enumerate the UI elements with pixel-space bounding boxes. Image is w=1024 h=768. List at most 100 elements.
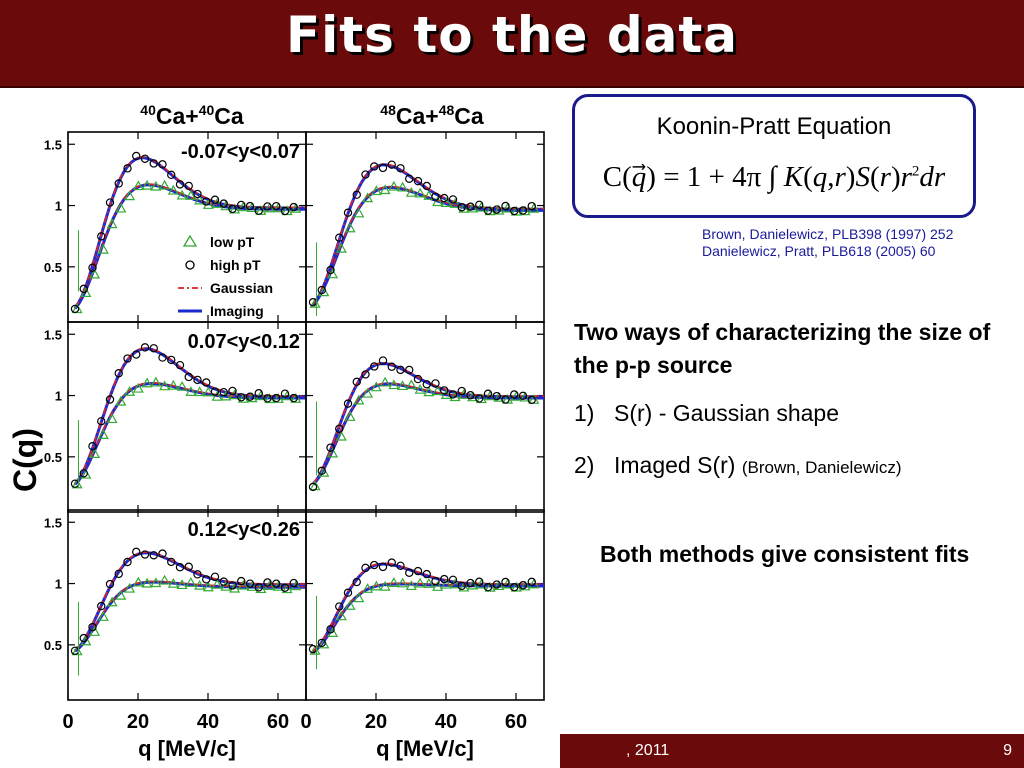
low-pt-point <box>237 392 249 403</box>
high-pt-point <box>448 195 458 204</box>
high-pt-point <box>140 550 150 559</box>
imaging-fit-curve <box>74 580 306 653</box>
high-pt-point <box>184 181 193 191</box>
legend: low pT high pT Gaussian Imaging <box>178 234 273 319</box>
legend-label: Gaussian <box>210 280 273 296</box>
low-pt-point <box>423 578 435 588</box>
high-pt-point <box>518 391 528 401</box>
low-pt-point <box>150 577 162 588</box>
low-pt-point <box>115 589 127 600</box>
low-pt-point <box>264 393 276 404</box>
low-pt-point <box>318 286 330 297</box>
conclusion-text: Both methods give consistent fits <box>600 541 970 567</box>
low-pt-point <box>290 202 302 213</box>
methods-heading: Two ways of characterizing the size of t… <box>574 319 991 378</box>
low-pt-point <box>344 411 356 421</box>
low-pt-point <box>440 197 452 207</box>
high-pt-point <box>370 362 379 371</box>
low-pt-point <box>528 202 540 213</box>
panel-frame <box>305 131 545 323</box>
panel-frame <box>305 321 545 513</box>
high-pt-point <box>254 583 263 592</box>
low-pt-point <box>185 577 197 587</box>
low-pt-point <box>71 478 83 489</box>
low-pt-point <box>255 390 267 401</box>
low-pt-point <box>246 392 258 403</box>
high-pt-point <box>175 360 185 370</box>
gaussian-fit-curve <box>74 580 306 652</box>
gaussian-fit-curve <box>312 163 544 305</box>
high-pt-point <box>193 189 202 199</box>
high-pt-point <box>352 377 361 387</box>
high-pt-point <box>387 558 396 567</box>
low-pt-point <box>255 583 267 594</box>
low-pt-point <box>519 391 531 402</box>
high-pt-point <box>343 208 353 217</box>
high-pt-point <box>405 568 414 577</box>
legend-label: low pT <box>210 234 255 250</box>
high-pt-point <box>263 578 272 587</box>
high-pt-point <box>263 202 272 211</box>
high-pt-point <box>280 206 290 216</box>
high-pt-point <box>475 200 484 209</box>
high-pt-point <box>210 195 220 204</box>
low-pt-point <box>80 468 92 479</box>
high-pt-point <box>245 201 255 211</box>
x-tick-label: 40 <box>197 711 219 733</box>
high-pt-point <box>202 197 211 206</box>
low-pt-point <box>432 581 444 591</box>
gaussian-fit-curve <box>74 347 306 484</box>
y-tick-label: 0.5 <box>44 638 62 653</box>
high-pt-point <box>422 569 431 579</box>
legend-label: Imaging <box>210 303 264 319</box>
high-pt-point <box>317 466 326 476</box>
gaussian-fit-curve <box>74 551 306 651</box>
high-pt-point <box>527 201 536 211</box>
high-pt-point <box>123 557 132 567</box>
chart-panel <box>305 509 545 701</box>
high-pt-point <box>289 578 298 588</box>
high-pt-point <box>132 350 141 359</box>
low-pt-point <box>220 580 232 591</box>
low-pt-point <box>502 578 514 589</box>
low-pt-point <box>272 580 284 591</box>
high-pt-point <box>510 583 519 592</box>
low-pt-point <box>229 582 241 593</box>
low-pt-point <box>414 187 426 198</box>
item-text: Imaged S(r) <box>614 452 736 478</box>
high-pt-point <box>228 386 237 396</box>
item-note: (Brown, Danielewicz) <box>741 458 902 477</box>
low-pt-point <box>528 578 540 589</box>
high-pt-point <box>105 198 115 207</box>
low-pt-point <box>229 203 241 214</box>
high-pt-point <box>396 365 405 375</box>
references: Brown, Danielewicz, PLB398 (1997) 252 Da… <box>702 226 953 260</box>
low-pt-point <box>124 190 136 201</box>
high-pt-point <box>202 378 211 387</box>
low-pt-point <box>264 202 276 213</box>
high-pt-point <box>245 579 255 588</box>
page-number: 9 <box>1003 742 1012 759</box>
y-tick-label: 1 <box>55 389 62 404</box>
equation-box: Koonin-Pratt Equation C(q⃗) = 1 + 4π ∫ K… <box>572 94 976 218</box>
high-pt-point <box>527 395 536 404</box>
high-pt-point <box>289 393 298 403</box>
low-pt-point <box>97 243 109 254</box>
item-number: 2) <box>574 452 595 478</box>
low-pt-point <box>309 480 321 491</box>
high-pt-point <box>466 202 475 211</box>
panel-frame <box>305 509 545 701</box>
low-pt-point <box>353 592 365 603</box>
high-pt-point <box>431 379 440 388</box>
low-pt-point <box>80 635 92 646</box>
high-pt-point <box>448 575 458 585</box>
low-pt-point <box>388 180 400 191</box>
gaussian-fit-curve <box>312 185 544 305</box>
low-pt-point <box>167 379 179 390</box>
high-pt-point <box>475 394 484 403</box>
low-pt-point <box>106 413 118 424</box>
x-tick-label: 20 <box>365 711 387 733</box>
low-pt-point <box>246 202 258 213</box>
high-pt-point <box>361 370 370 379</box>
y-tick-label: 1.5 <box>44 137 62 152</box>
